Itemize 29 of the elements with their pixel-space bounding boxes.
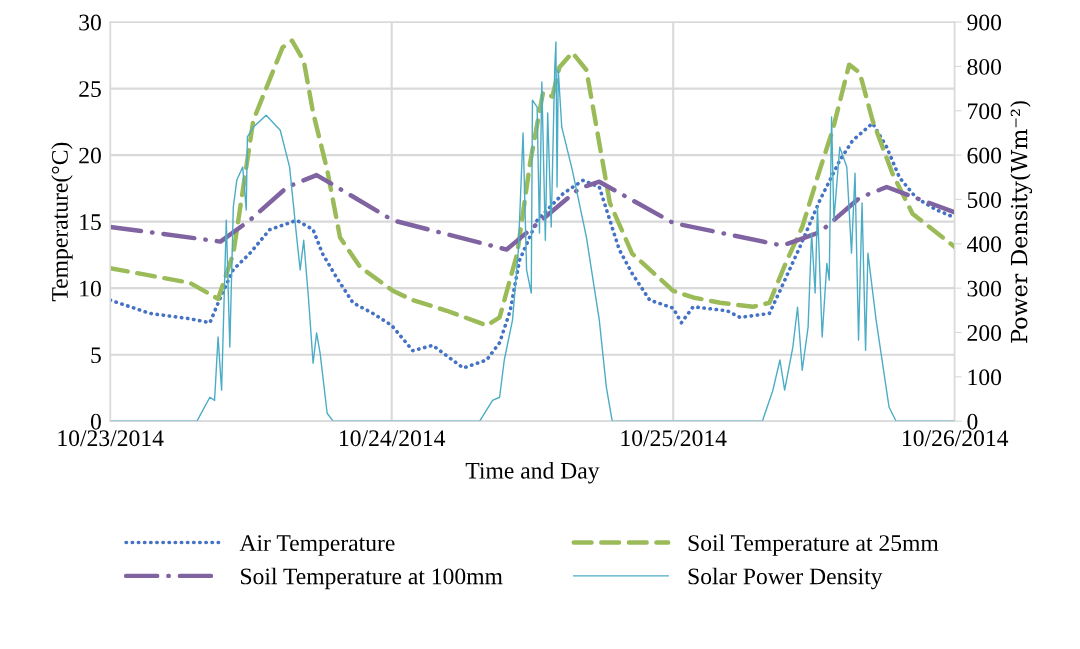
x-tick-label: 10/26/2014	[903, 430, 1009, 447]
y2-tick-label: 100	[968, 369, 1002, 386]
y-tick-label: 25	[79, 81, 101, 98]
legend-label: Soil Temperature at 25mm	[688, 534, 939, 556]
y2-tick-label: 400	[966, 236, 1002, 253]
x-tick-label: 10/25/2014	[621, 430, 727, 447]
legend-label: Soil Temperature at 100mm	[241, 567, 503, 590]
y-tick-label: 20	[79, 147, 101, 164]
y2-tick-label: 200	[967, 324, 1002, 341]
y-tick-label: 30	[79, 14, 101, 31]
y-tick-label: 15	[80, 214, 101, 231]
line-series	[110, 172, 955, 252]
y2-tick-label: 900	[967, 14, 1002, 31]
legend-label: Solar Power Density	[688, 567, 883, 590]
y2-tick-label: 600	[967, 147, 1002, 164]
legend-label: Air Temperature	[239, 535, 395, 556]
y-axis-title: Temperature(°C)	[51, 142, 73, 302]
x-tick-label: 10/24/2014	[339, 430, 446, 447]
y2-tick-label: 500	[967, 191, 1002, 208]
y-tick-label: 10	[80, 280, 101, 297]
y2-tick-label: 700	[968, 103, 1002, 120]
y2-tick-label: 300	[967, 280, 1002, 297]
y2-tick-label: 800	[967, 58, 1002, 75]
x-axis-title: Time and Day	[465, 462, 600, 484]
y2-tick-label: 0	[967, 413, 978, 430]
y2-axis-title: Power Density(Wm⁻²)	[1010, 101, 1033, 343]
y-tick-label: 0	[90, 413, 101, 430]
x-tick-label: 10/23/2014	[58, 430, 164, 447]
y-tick-label: 5	[91, 347, 101, 364]
